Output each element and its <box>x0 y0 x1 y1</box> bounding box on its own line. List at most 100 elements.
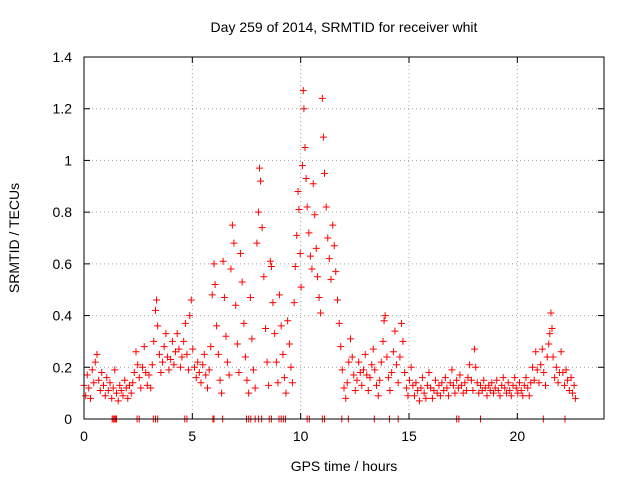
data-point <box>501 384 509 392</box>
data-point <box>546 330 554 338</box>
data-point <box>449 381 457 389</box>
data-point <box>88 366 96 374</box>
data-point <box>127 389 135 397</box>
data-point <box>557 348 565 356</box>
x-axis-label: GPS time / hours <box>291 458 398 474</box>
data-point <box>305 229 313 237</box>
data-point <box>405 376 413 384</box>
data-point <box>345 358 353 366</box>
data-point <box>418 374 426 382</box>
data-point <box>294 187 302 195</box>
data-point <box>494 387 502 395</box>
data-point <box>274 379 282 387</box>
data-point <box>384 374 392 382</box>
data-point <box>389 348 397 356</box>
data-point <box>391 327 399 335</box>
data-point <box>117 387 125 395</box>
data-point <box>311 211 319 219</box>
data-point <box>213 322 221 330</box>
data-point <box>317 309 325 317</box>
data-point <box>301 144 309 151</box>
data-point <box>284 317 292 325</box>
data-point <box>462 387 470 395</box>
data-point <box>351 387 359 395</box>
data-point <box>269 299 277 307</box>
data-point <box>379 337 387 345</box>
y-axis-label: SRMTID / TECUs <box>6 183 22 293</box>
data-point <box>85 384 93 392</box>
data-point <box>529 363 536 371</box>
data-point <box>570 381 578 389</box>
data-point <box>441 374 449 382</box>
data-point <box>480 376 488 384</box>
data-point <box>376 376 384 384</box>
data-point <box>448 366 456 374</box>
data-point <box>197 379 205 387</box>
data-point <box>132 348 140 356</box>
data-point <box>355 358 363 366</box>
data-point <box>303 203 311 211</box>
data-point <box>545 340 553 348</box>
x-tick-label: 10 <box>293 428 309 444</box>
data-point <box>265 381 273 389</box>
data-point <box>314 273 322 281</box>
data-point <box>325 255 333 263</box>
data-point <box>202 371 210 379</box>
data-point <box>401 368 409 376</box>
data-point <box>524 384 532 392</box>
data-point <box>275 291 283 299</box>
data-point <box>134 361 142 369</box>
data-point <box>83 371 91 379</box>
data-point <box>235 368 243 376</box>
data-point <box>470 345 478 353</box>
data-point <box>436 392 444 400</box>
data-point <box>315 293 323 301</box>
data-point <box>368 361 376 369</box>
x-tick-label: 20 <box>510 428 526 444</box>
data-point <box>504 379 512 387</box>
data-point <box>548 325 556 332</box>
data-point <box>493 376 501 384</box>
data-point <box>170 361 178 369</box>
data-point <box>93 350 101 358</box>
data-point <box>364 387 372 395</box>
data-point <box>337 343 345 351</box>
data-point <box>296 250 304 258</box>
data-point <box>137 384 145 392</box>
data-point <box>338 366 346 374</box>
data-point <box>444 392 452 400</box>
data-point <box>194 358 202 366</box>
data-point <box>369 345 377 353</box>
data-point <box>538 345 546 353</box>
data-point <box>192 374 200 382</box>
data-point <box>175 345 183 353</box>
data-point <box>293 231 301 239</box>
data-point <box>402 384 410 392</box>
plot-frame <box>83 56 605 420</box>
data-point <box>220 293 228 301</box>
data-point <box>211 281 219 289</box>
data-point <box>153 296 161 304</box>
data-point <box>257 177 265 185</box>
x-tick-label: 5 <box>188 428 196 444</box>
data-point <box>139 363 146 371</box>
data-point <box>383 353 391 361</box>
data-point <box>109 384 117 392</box>
data-point <box>302 175 310 183</box>
data-point <box>267 262 275 270</box>
data-point <box>532 348 540 356</box>
data-point <box>129 379 137 387</box>
data-point <box>466 361 474 369</box>
chart-title: Day 259 of 2014, SRMTID for receiver whi… <box>211 19 478 35</box>
data-point <box>542 381 549 389</box>
data-point <box>225 371 233 379</box>
data-point <box>295 206 303 214</box>
data-point <box>540 368 548 376</box>
data-point <box>537 361 545 369</box>
data-point <box>300 105 308 113</box>
data-point <box>422 394 430 402</box>
data-point <box>183 350 191 358</box>
data-point <box>371 366 379 374</box>
data-point <box>318 94 326 102</box>
